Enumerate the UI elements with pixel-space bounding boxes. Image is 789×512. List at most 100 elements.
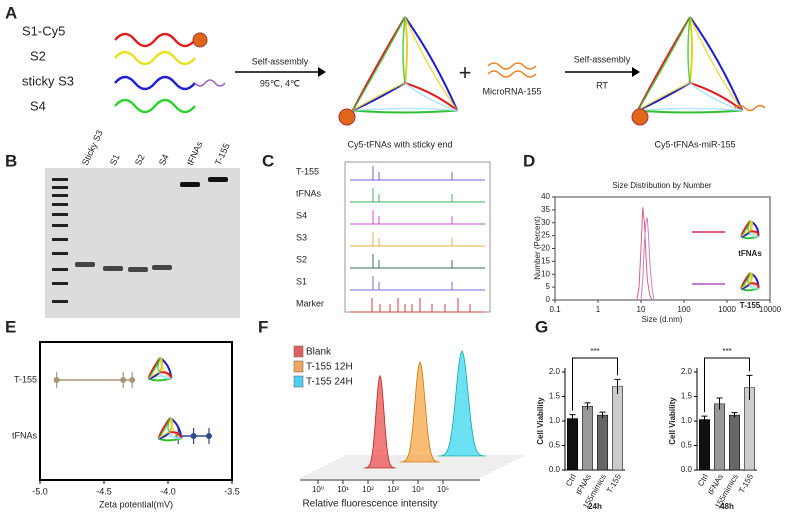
error-bar xyxy=(716,397,723,410)
tetra-edge xyxy=(740,230,751,237)
x-tick-label: 1 xyxy=(596,305,601,314)
x-tick-label: -5.0 xyxy=(32,486,48,496)
tetra-edge xyxy=(352,82,406,112)
panel-label: A xyxy=(5,3,17,22)
sticky-end xyxy=(194,79,226,87)
product-label: Cy5-tFNAs-miR-155 xyxy=(654,139,735,149)
tetra-edge xyxy=(740,231,751,238)
tetra-edge xyxy=(749,283,759,290)
panel-label: C xyxy=(262,151,274,170)
x-tick-label: 100 xyxy=(677,305,691,314)
y-tick-label: T-155 xyxy=(14,374,37,384)
y-tick-label: 0.0 xyxy=(681,465,693,474)
y-tick-label: 0.5 xyxy=(681,441,693,450)
y-tick-label: 25 xyxy=(541,231,550,240)
lane-label: S1 xyxy=(108,153,122,167)
y-axis-label: Cell Viability xyxy=(536,397,545,445)
mirna-label: MicroRNA-155 xyxy=(482,86,541,96)
x-axis-label: Size (d.nm) xyxy=(642,315,683,324)
gel-band xyxy=(75,262,95,267)
x-axis-label: Zeta potential(mV) xyxy=(99,499,173,509)
trace-label: S2 xyxy=(296,254,307,264)
legend-swatch xyxy=(293,345,304,358)
ladder-band xyxy=(52,300,68,303)
y-tick-label: 1.5 xyxy=(681,392,693,401)
bar xyxy=(729,414,740,471)
trace xyxy=(350,210,485,225)
tetra-edge xyxy=(637,107,743,112)
gel-band xyxy=(128,267,148,272)
tetra-edge xyxy=(404,82,458,112)
tetra-edge xyxy=(689,82,743,112)
legend-icon xyxy=(740,220,760,240)
tetra-edge xyxy=(740,282,751,289)
icon xyxy=(147,357,173,382)
tetra-edge xyxy=(352,16,406,111)
tetra-edge xyxy=(159,371,173,379)
ladder-band xyxy=(52,203,68,206)
trace-label: tFNAs xyxy=(296,188,322,198)
histogram-peak xyxy=(399,360,441,463)
y-tick-label: tFNAs xyxy=(12,430,38,440)
strand-label: S2 xyxy=(30,48,46,63)
trace-label: Marker xyxy=(296,298,324,308)
significance-label: *** xyxy=(722,347,731,356)
electropherogram-traces: T-155 tFNAs S4 S3 S2 S1 Marker xyxy=(296,166,485,313)
tetra-edge xyxy=(749,230,760,237)
plus-sign: + xyxy=(459,60,472,85)
mirna xyxy=(734,104,766,112)
series-line xyxy=(636,207,653,301)
product-label: Cy5-tFNAs with sticky end xyxy=(347,139,452,149)
tetra-edge xyxy=(689,16,743,111)
y-tick-label: 30 xyxy=(541,218,550,227)
x-tick-label: 10⁴ xyxy=(412,485,425,494)
legend-swatch xyxy=(293,360,304,373)
cy5-dye xyxy=(192,32,208,48)
trace-label: S3 xyxy=(296,232,307,242)
ladder-band xyxy=(52,238,68,241)
y-tick-label: 2.0 xyxy=(549,367,561,376)
tetra-edge xyxy=(159,372,172,380)
x-tick-label: 10¹ xyxy=(337,485,349,494)
x-tick-label: -4.5 xyxy=(96,486,112,496)
point xyxy=(120,377,127,383)
panel-label: D xyxy=(523,151,535,170)
strand xyxy=(114,98,196,114)
trace-label: T-155 xyxy=(296,166,319,176)
y-tick-label: 0 xyxy=(546,295,551,304)
x-tick-label: -3.5 xyxy=(224,486,240,496)
tetra-edge xyxy=(637,109,743,114)
point xyxy=(205,433,212,439)
trace-label: S1 xyxy=(296,276,307,286)
tetra-edge xyxy=(352,107,458,112)
legend-swatch xyxy=(293,375,304,388)
icon xyxy=(157,417,183,442)
ladder-band xyxy=(52,178,68,181)
y-tick-label: 20 xyxy=(541,244,550,253)
strand xyxy=(114,75,196,91)
strand-label: sticky S3 xyxy=(22,73,74,88)
tetra-edge xyxy=(689,16,744,111)
tetra-edge xyxy=(148,371,161,380)
legend-icon xyxy=(740,272,760,292)
trace xyxy=(350,166,485,181)
electropherogram-frame xyxy=(344,161,491,313)
panel-label: B xyxy=(5,151,17,170)
strand xyxy=(114,32,196,48)
error-bar xyxy=(731,412,738,418)
significance-bracket xyxy=(704,357,750,413)
tetra-edge xyxy=(352,109,458,114)
tetra-edge xyxy=(402,16,406,84)
error-bar xyxy=(569,414,576,423)
legend-label: Blank xyxy=(306,347,332,358)
tetra-edge xyxy=(169,417,173,433)
gel-image xyxy=(45,168,240,318)
strand xyxy=(114,50,196,66)
error-bar xyxy=(614,378,621,395)
strand-label: S4 xyxy=(30,98,46,113)
legend-label: tFNAs xyxy=(738,249,762,258)
ladder-band xyxy=(52,252,68,255)
tetra-edge xyxy=(740,283,751,290)
ladder-band xyxy=(52,213,68,216)
point xyxy=(53,377,60,383)
